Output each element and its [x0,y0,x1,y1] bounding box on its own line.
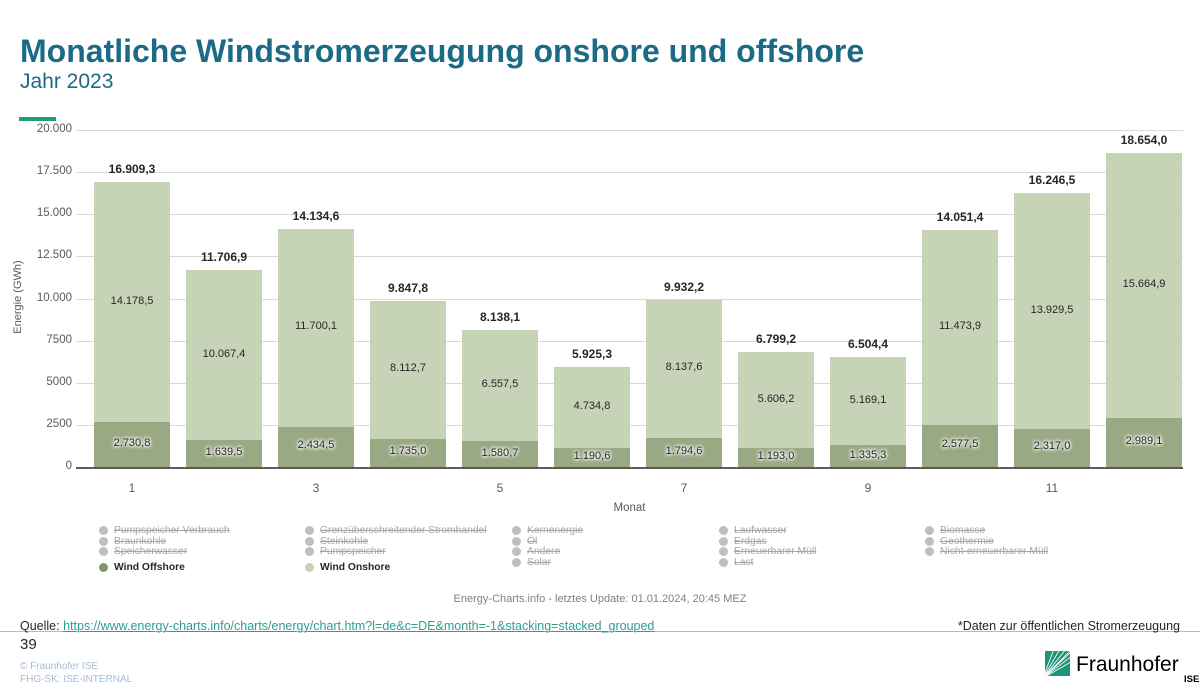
svg-text:Fraunhofer: Fraunhofer [1076,653,1179,676]
svg-text:ISE: ISE [1184,674,1199,685]
